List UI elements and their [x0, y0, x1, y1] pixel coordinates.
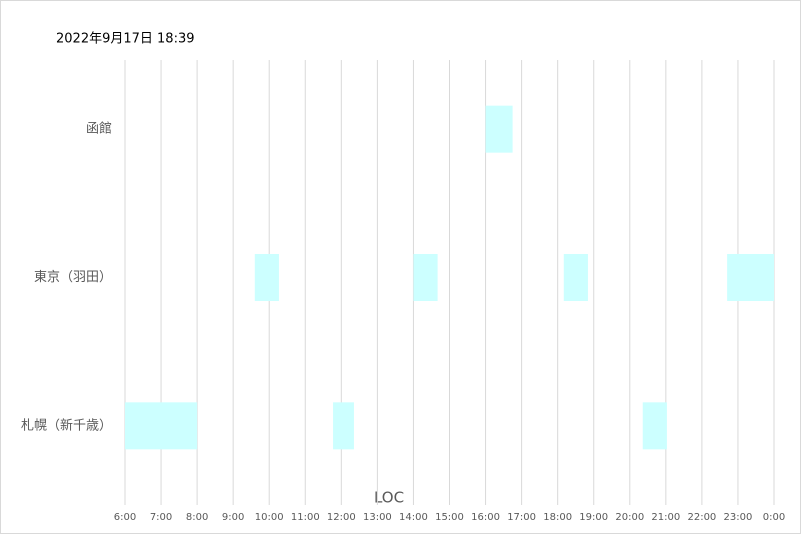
x-tick-label: 16:00	[471, 512, 500, 523]
row-label: 函館	[86, 122, 112, 137]
x-tick-label: 0:00	[763, 512, 785, 523]
x-axis-label: LOC	[374, 489, 404, 507]
bar	[485, 105, 513, 153]
x-tick-label: 7:00	[150, 512, 172, 523]
row-label: 東京（羽田）	[34, 269, 112, 285]
x-tick-label: 9:00	[222, 512, 244, 523]
bar	[254, 254, 279, 301]
x-tick-label: 22:00	[687, 512, 716, 523]
chart-title: 2022年9月17日 18:39	[56, 32, 195, 47]
x-tick-label: 20:00	[615, 512, 644, 523]
x-tick-label: 8:00	[186, 512, 208, 523]
bar	[333, 402, 354, 450]
bar	[413, 254, 438, 301]
x-tick-label: 12:00	[327, 512, 356, 523]
x-tick-label: 11:00	[291, 512, 320, 523]
x-tick-label: 18:00	[543, 512, 572, 523]
x-tick-label: 13:00	[363, 512, 392, 523]
x-tick-label: 23:00	[724, 512, 753, 523]
bar	[727, 254, 774, 301]
bar	[642, 402, 667, 450]
x-tick-label: 17:00	[507, 512, 536, 523]
x-tick-label: 10:00	[255, 512, 284, 523]
bar	[563, 254, 588, 301]
x-tick-label: 6:00	[114, 512, 136, 523]
x-tick-label: 15:00	[435, 512, 464, 523]
x-tick-label: 19:00	[579, 512, 608, 523]
x-tick-label: 14:00	[399, 512, 428, 523]
row-label: 札幌（新千歳）	[21, 417, 112, 433]
bar	[125, 402, 198, 450]
x-tick-label: 21:00	[651, 512, 680, 523]
